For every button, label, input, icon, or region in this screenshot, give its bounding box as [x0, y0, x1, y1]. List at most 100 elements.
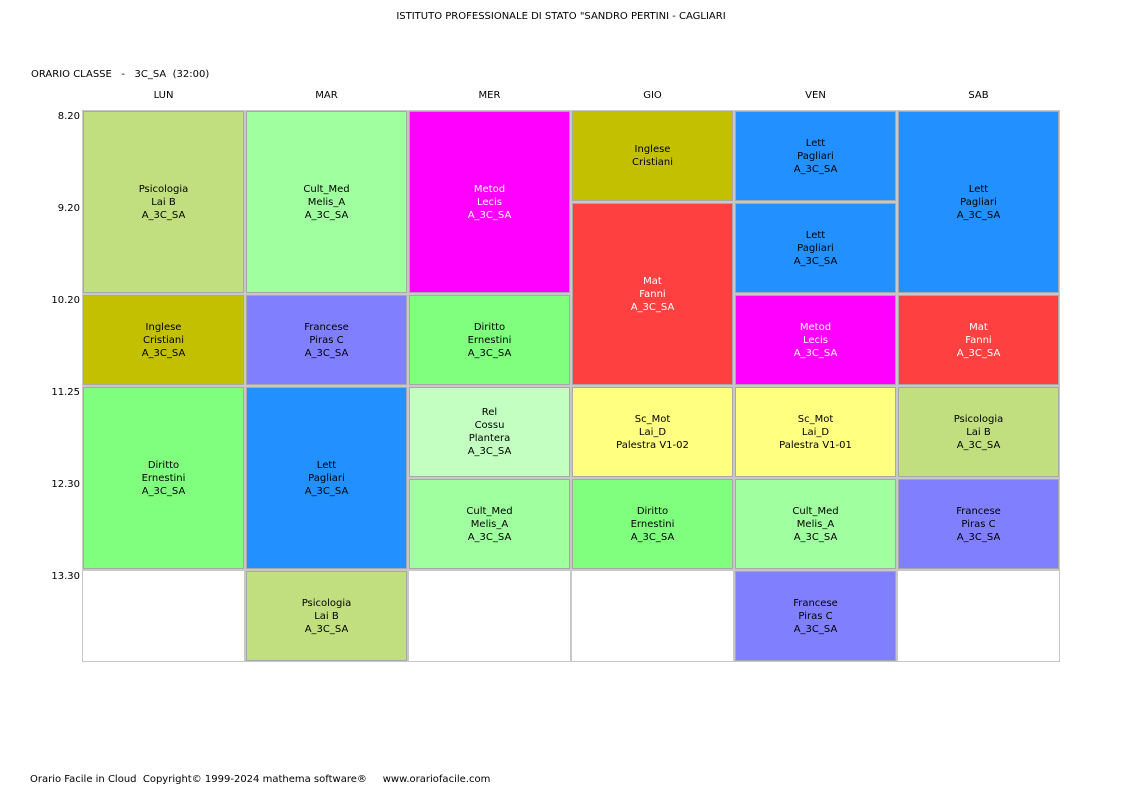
lesson-line: Lai_D — [638, 426, 667, 438]
lesson-block[interactable]: Inglese Cristiani A_3C_SA — [83, 295, 244, 385]
lesson-line: Lecis — [476, 196, 503, 208]
lesson-block[interactable]: Cult_Med Melis_A A_3C_SA — [246, 111, 407, 293]
lesson-block[interactable]: Diritto Ernestini A_3C_SA — [83, 387, 244, 569]
lesson-line: A_3C_SA — [141, 485, 186, 497]
lesson-block[interactable]: Metod Lecis A_3C_SA — [735, 295, 896, 385]
lesson-block[interactable]: Lett Pagliari A_3C_SA — [735, 111, 896, 201]
lesson-line: Diritto — [147, 459, 180, 471]
lesson-block[interactable]: Lett Pagliari A_3C_SA — [246, 387, 407, 569]
lesson-line: A_3C_SA — [793, 163, 838, 175]
lesson-line: A_3C_SA — [467, 446, 512, 457]
lesson-line: Lett — [805, 229, 826, 241]
lesson-line: Francese — [793, 597, 838, 609]
lesson-block[interactable]: Inglese Cristiani — [572, 111, 733, 201]
footer-copyright: Orario Facile in Cloud Copyright© 1999-2… — [30, 774, 491, 785]
lesson-line: Rel — [481, 407, 498, 418]
lesson-block[interactable]: Psicologia Lai B A_3C_SA — [246, 571, 407, 661]
lesson-line: Cult_Med — [466, 505, 513, 517]
lesson-block[interactable]: Metod Lecis A_3C_SA — [409, 111, 570, 293]
lesson-line: A_3C_SA — [141, 209, 186, 221]
lesson-line: Cult_Med — [303, 183, 350, 195]
lesson-line: Psicologia — [953, 413, 1004, 425]
empty-slot — [897, 570, 1060, 662]
school-title: ISTITUTO PROFESSIONALE DI STATO "SANDRO … — [396, 11, 726, 22]
lesson-block[interactable]: Sc_Mot Lai_D Palestra V1-02 — [572, 387, 733, 477]
lesson-line: Metod — [799, 321, 832, 333]
lesson-line: A_3C_SA — [793, 255, 838, 267]
lesson-line: Cossu — [474, 420, 505, 431]
lesson-block[interactable]: Francese Piras C A_3C_SA — [898, 479, 1059, 569]
lesson-block[interactable]: Cult_Med Melis_A A_3C_SA — [735, 479, 896, 569]
lesson-line: Lett — [968, 183, 989, 195]
lesson-block[interactable]: Diritto Ernestini A_3C_SA — [572, 479, 733, 569]
lesson-line: Francese — [304, 321, 349, 333]
day-header-gio: GIO — [643, 90, 662, 101]
lesson-block[interactable]: Francese Piras C A_3C_SA — [246, 295, 407, 385]
lesson-line: Ernestini — [141, 472, 186, 484]
lesson-block[interactable]: Psicologia Lai B A_3C_SA — [83, 111, 244, 293]
lesson-line: A_3C_SA — [793, 531, 838, 543]
lesson-line: Melis_A — [307, 196, 346, 208]
lesson-block[interactable]: Cult_Med Melis_A A_3C_SA — [409, 479, 570, 569]
day-header-mar: MAR — [315, 90, 338, 101]
lesson-block[interactable]: Sc_Mot Lai_D Palestra V1-01 — [735, 387, 896, 477]
time-label: 8.20 — [57, 111, 80, 122]
lesson-line: Mat — [643, 275, 662, 287]
lesson-line: Lett — [316, 459, 337, 471]
lesson-block[interactable]: Mat Fanni A_3C_SA — [898, 295, 1059, 385]
lesson-block[interactable]: Psicologia Lai B A_3C_SA — [898, 387, 1059, 477]
lesson-block[interactable]: Lett Pagliari A_3C_SA — [898, 111, 1059, 293]
lesson-line: Lai B — [151, 196, 176, 208]
lesson-block[interactable]: Lett Pagliari A_3C_SA — [735, 203, 896, 293]
lesson-line: A_3C_SA — [304, 485, 349, 497]
lesson-line: Diritto — [636, 505, 669, 517]
lesson-line: Plantera — [468, 433, 511, 444]
lesson-line: Cult_Med — [792, 505, 839, 517]
lesson-line: A_3C_SA — [793, 623, 838, 635]
lesson-line: Pagliari — [797, 150, 834, 162]
lesson-block[interactable]: Rel Cossu Plantera A_3C_SA — [409, 387, 570, 477]
lesson-line: A_3C_SA — [467, 209, 512, 221]
lesson-line: Sc_Mot — [797, 413, 834, 425]
lesson-line: Lai B — [314, 610, 339, 622]
lesson-line: Cristiani — [142, 334, 185, 346]
lesson-line: A_3C_SA — [467, 531, 512, 543]
lesson-line: Psicologia — [138, 183, 189, 195]
time-label: 11.25 — [51, 387, 80, 398]
lesson-line: Inglese — [145, 321, 182, 333]
lesson-line: A_3C_SA — [304, 209, 349, 221]
lesson-line: Lai B — [966, 426, 991, 438]
class-header: ORARIO CLASSE - 3C_SA (32:00) — [31, 69, 210, 80]
lesson-line: Lai_D — [801, 426, 830, 438]
lesson-line: A_3C_SA — [793, 347, 838, 359]
time-label: 13.30 — [51, 571, 80, 582]
lesson-line: A_3C_SA — [630, 301, 675, 313]
lesson-line: Fanni — [965, 334, 992, 346]
lesson-block[interactable]: Mat Fanni A_3C_SA — [572, 203, 733, 385]
lesson-line: Sc_Mot — [634, 413, 671, 425]
lesson-line: A_3C_SA — [141, 347, 186, 359]
lesson-line: Pagliari — [960, 196, 997, 208]
lesson-line: A_3C_SA — [304, 623, 349, 635]
day-header-lun: LUN — [153, 90, 174, 101]
empty-slot — [82, 570, 245, 662]
lesson-line: Fanni — [639, 288, 666, 300]
lesson-line: Piras C — [309, 334, 344, 346]
lesson-block[interactable]: Francese Piras C A_3C_SA — [735, 571, 896, 661]
lesson-line: Francese — [956, 505, 1001, 517]
timetable-grid: Psicologia Lai B A_3C_SA Inglese Cristiani A_… — [82, 110, 1060, 662]
time-label: 9.20 — [57, 203, 80, 214]
time-label: 12.30 — [51, 479, 80, 490]
lesson-line: Ernestini — [467, 334, 512, 346]
lesson-line: Melis_A — [470, 518, 509, 530]
lesson-line: A_3C_SA — [304, 347, 349, 359]
lesson-line: Piras C — [961, 518, 996, 530]
lesson-line: Palestra V1-01 — [779, 439, 852, 451]
lesson-line: Inglese — [634, 144, 671, 155]
empty-slot — [408, 570, 571, 662]
lesson-line: A_3C_SA — [956, 439, 1001, 451]
lesson-block[interactable]: Diritto Ernestini A_3C_SA — [409, 295, 570, 385]
lesson-line: A_3C_SA — [956, 209, 1001, 221]
day-header-ven: VEN — [805, 90, 826, 101]
lesson-line: A_3C_SA — [467, 347, 512, 359]
